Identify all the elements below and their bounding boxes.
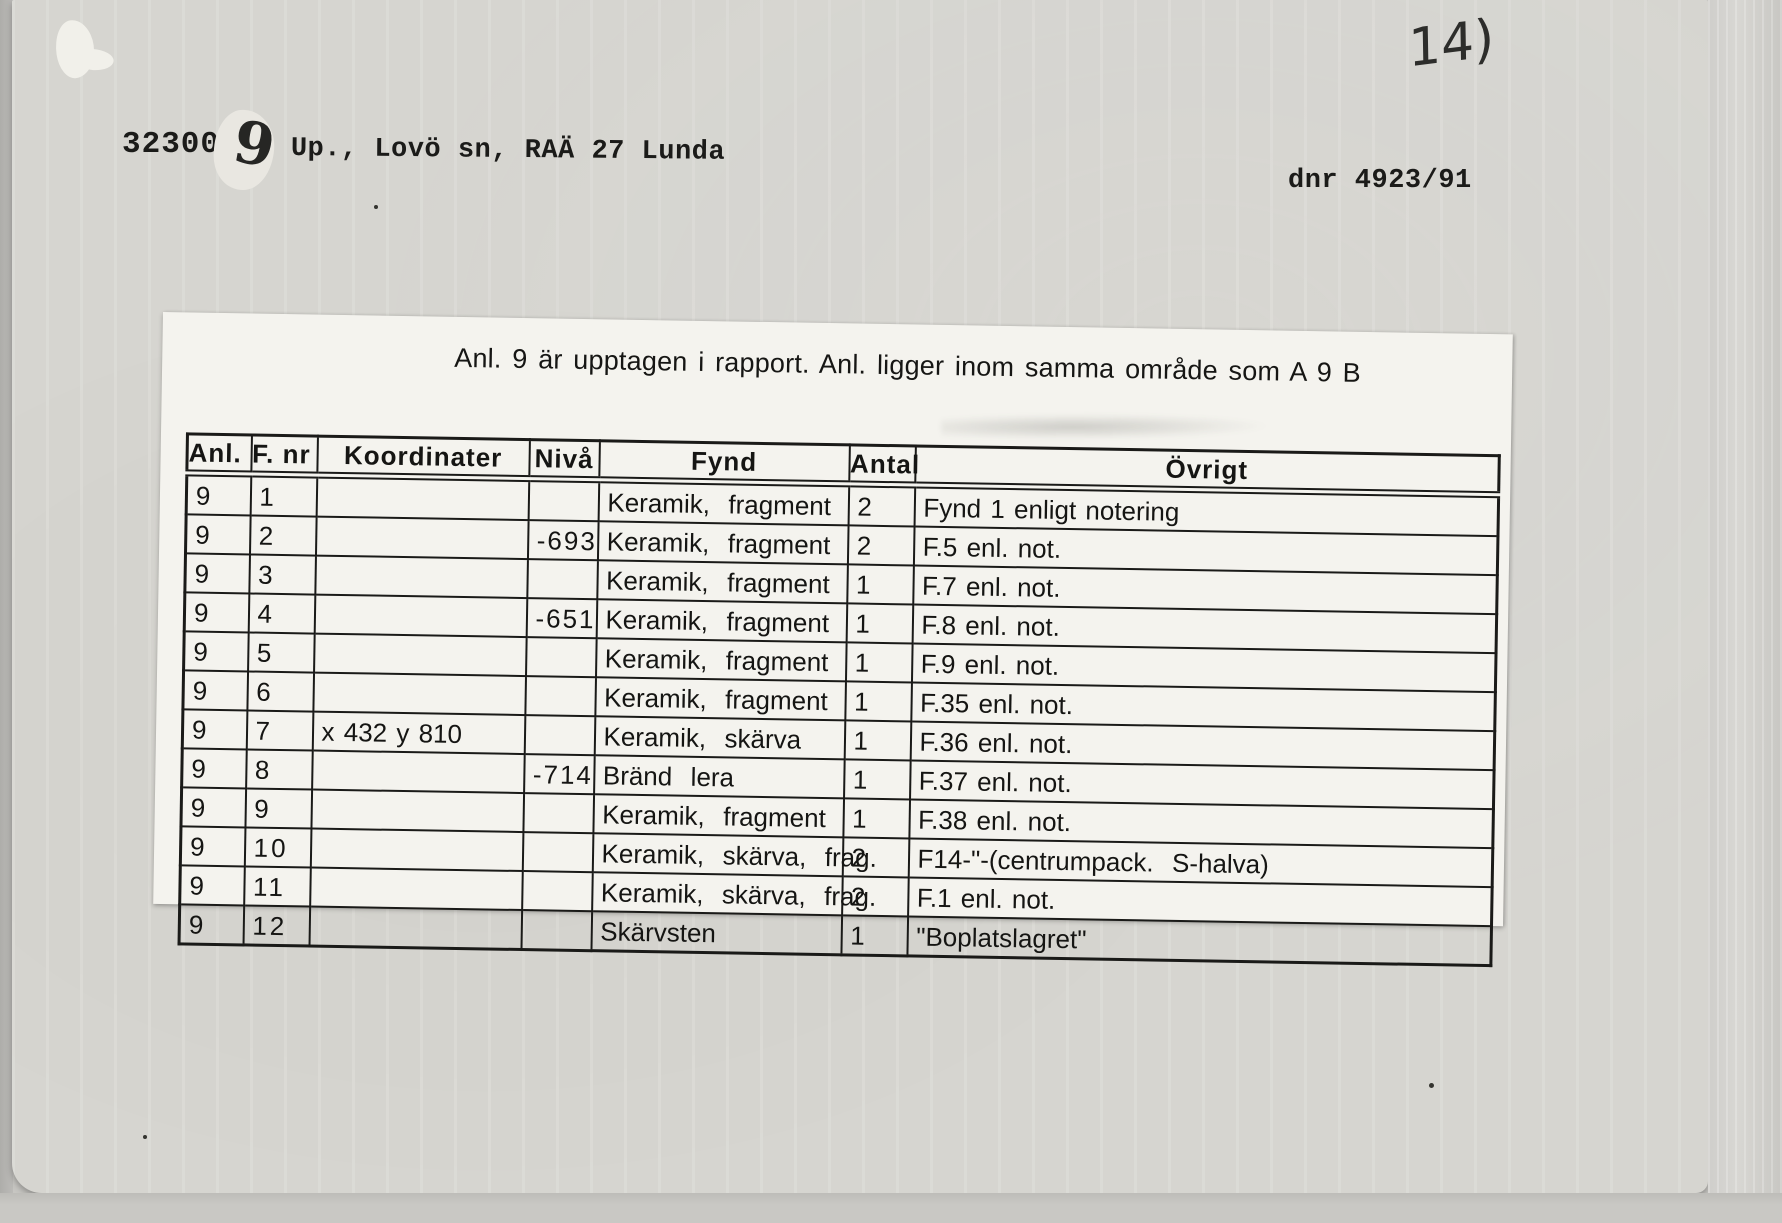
cell-niva <box>526 559 598 600</box>
cell-niva <box>524 715 595 756</box>
col-header-fnr: F. nr <box>250 434 318 476</box>
scanner-background-left <box>0 0 13 1223</box>
cell-fnr: 4 <box>248 593 315 634</box>
cell-antal: 2 <box>848 483 915 527</box>
ink-speck <box>374 205 378 209</box>
cell-anl: 9 <box>185 514 251 555</box>
ink-speck <box>1429 1083 1434 1088</box>
cell-niva <box>528 478 599 522</box>
cell-koordinater <box>313 633 527 677</box>
cell-fynd: Bränd lera <box>593 755 845 799</box>
col-header-niva: Nivå <box>528 439 600 480</box>
cell-fnr: 12 <box>243 905 310 947</box>
cell-niva <box>522 832 593 873</box>
cell-antal: 1 <box>844 681 912 722</box>
cell-koordinater <box>314 555 528 599</box>
cell-fnr: 6 <box>246 671 314 712</box>
cell-fnr: 5 <box>247 632 315 673</box>
cell-koordinater <box>309 906 522 950</box>
cell-fnr: 1 <box>250 473 317 517</box>
cell-koordinater <box>314 594 527 638</box>
cell-fynd: Keramik, fragment <box>596 560 848 604</box>
cell-fnr: 7 <box>246 710 313 751</box>
cell-anl: 9 <box>184 592 249 633</box>
cell-anl: 9 <box>180 787 246 828</box>
cell-niva <box>524 676 596 717</box>
cell-anl: 9 <box>182 670 248 711</box>
cell-fnr: 10 <box>244 827 311 868</box>
cell-antal: 1 <box>846 564 914 605</box>
cell-koordinater <box>310 828 523 872</box>
cell-niva: -651 <box>526 598 597 639</box>
cell-anl: 9 <box>179 865 245 906</box>
cell-niva <box>520 910 592 951</box>
cell-anl: 9 <box>182 709 247 750</box>
findings-table: Anl. F. nr Koordinater Nivå Fynd Antal Ö… <box>177 432 1501 968</box>
col-header-koordinater: Koordinater <box>316 436 530 479</box>
cell-koordinater: x 432 y 810 <box>312 711 525 755</box>
cell-fnr: 3 <box>248 554 316 595</box>
col-header-fynd: Fynd <box>598 440 850 484</box>
cell-koordinater <box>316 475 529 521</box>
cell-fynd: Keramik, skärva <box>594 716 845 760</box>
cell-fnr: 8 <box>245 749 313 790</box>
cell-anl: 9 <box>179 904 244 945</box>
cell-fynd: Keramik, fragment <box>592 794 844 838</box>
findings-table-body: 9 1 Keramik, fragment 2 Fynd 1 enligt no… <box>179 472 1499 966</box>
cell-koordinater <box>315 516 529 560</box>
cell-fynd: Keramik, skärva, frag. <box>592 833 877 877</box>
cell-koordinater <box>311 750 525 794</box>
cell-koordinater <box>309 867 523 911</box>
diary-number: dnr 4923/91 <box>1288 166 1472 196</box>
cell-antal: 1 <box>843 759 911 800</box>
cell-niva <box>525 637 597 678</box>
cell-fnr: 9 <box>244 788 312 829</box>
cell-niva <box>522 793 594 834</box>
cell-fynd: Keramik, skärva, frag. <box>591 872 876 916</box>
scanner-background-right <box>1708 0 1782 1223</box>
cell-antal: 1 <box>842 798 910 839</box>
cell-fynd: Keramik, fragment <box>598 479 849 526</box>
cell-antal: 1 <box>840 915 908 956</box>
cell-fynd: Keramik, fragment <box>597 521 849 565</box>
table-caption: Anl. 9 är upptagen i rapport. Anl. ligge… <box>454 342 1362 388</box>
cell-koordinater <box>310 789 524 833</box>
col-header-antal: Antal <box>848 444 920 485</box>
cell-anl: 9 <box>184 553 250 594</box>
cell-ovrigt: "Boplatslagret" <box>906 916 1492 966</box>
smudge-mark <box>941 412 1272 441</box>
cell-niva <box>521 871 593 912</box>
col-header-anl: Anl. <box>186 433 252 474</box>
scanner-background-bottom <box>0 1193 1782 1223</box>
cell-anl: 9 <box>186 472 251 516</box>
cell-antal: 1 <box>844 720 911 761</box>
ink-speck <box>143 1135 147 1139</box>
pasted-sheet: Anl. 9 är upptagen i rapport. Anl. ligge… <box>153 312 1513 968</box>
cell-niva: -693 <box>527 520 599 561</box>
cell-fynd: Keramik, fragment <box>595 638 847 682</box>
cell-anl: 9 <box>181 748 247 789</box>
cell-antal: 2 <box>847 525 915 566</box>
site-title: Up., Lovö sn, RAÄ 27 Lunda <box>290 134 726 168</box>
cell-fynd: Keramik, fragment <box>594 677 846 721</box>
cell-fnr: 2 <box>249 515 317 556</box>
cell-antal: 1 <box>845 642 913 683</box>
cell-anl: 9 <box>183 631 249 672</box>
cell-antal: 1 <box>846 603 913 644</box>
cell-koordinater <box>312 672 526 716</box>
cell-anl: 9 <box>180 826 245 867</box>
cell-niva: -714 <box>523 754 595 795</box>
cell-fnr: 11 <box>243 866 311 907</box>
cell-fynd: Skärvsten <box>590 911 842 955</box>
handwritten-page-number: 14) <box>1407 8 1495 80</box>
cell-fynd: Keramik, fragment <box>596 599 847 643</box>
